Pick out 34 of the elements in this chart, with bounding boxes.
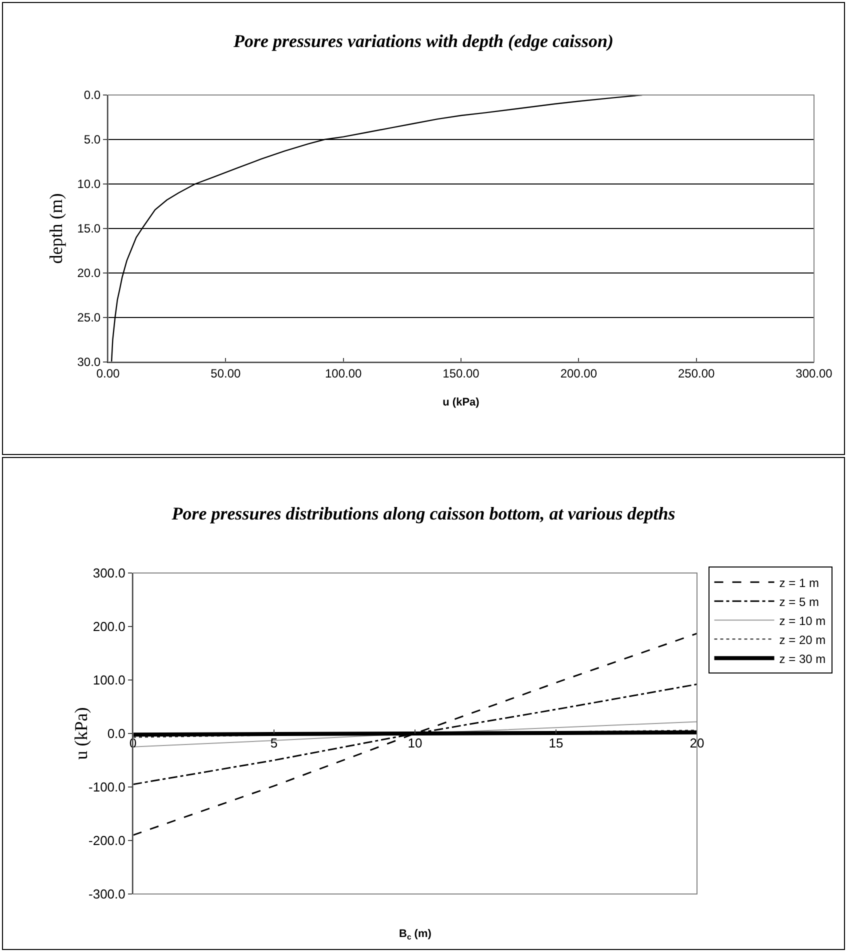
- x-tick-label: 20: [690, 736, 704, 750]
- y-tick-label: 0.0: [84, 88, 101, 102]
- x-tick-label: 15: [548, 736, 564, 750]
- y-tick-label: 15.0: [77, 222, 101, 236]
- y-tick-label: -300.0: [88, 886, 126, 902]
- x-tick-label: 100.00: [324, 366, 362, 380]
- x-tick-label: 300.00: [796, 366, 833, 380]
- chart-title: Pore pressures variations with depth (edge caisson): [232, 31, 614, 52]
- y-tick-label: 200.0: [92, 619, 126, 634]
- legend-label: z = 20 m: [779, 632, 826, 647]
- x-axis-title: u (kPa): [442, 396, 480, 409]
- y-tick-label: 300.0: [92, 566, 126, 581]
- y-tick-label: -200.0: [88, 833, 126, 848]
- x-tick-label: 50.00: [210, 366, 242, 380]
- y-tick-label: 0.0: [107, 726, 126, 742]
- x-tick-label: 5: [270, 736, 278, 750]
- x-tick-label: 250.00: [678, 366, 716, 380]
- x-tick-label: 200.00: [560, 366, 598, 380]
- y-axis-title: u (kPa): [71, 707, 91, 760]
- legend-label: z = 10 m: [779, 614, 826, 628]
- legend-label: z = 1 m: [779, 576, 819, 590]
- y-tick-label: 5.0: [84, 132, 101, 147]
- legend-label: z = 5 m: [779, 594, 819, 609]
- y-axis-title: depth (m): [46, 193, 66, 264]
- y-tick-label: -100.0: [88, 780, 126, 795]
- y-tick-label: 25.0: [77, 310, 101, 325]
- x-tick-label: 150.00: [442, 366, 480, 380]
- y-tick-label: 100.0: [92, 672, 126, 688]
- y-tick-label: 10.0: [77, 177, 101, 192]
- chart-title: Pore pressures distributions along caisson bottom, at various depths: [170, 504, 676, 524]
- x-tick-label: 10: [408, 736, 422, 750]
- x-axis-title: B$_{c}$ (m): [399, 928, 432, 942]
- y-tick-label: 20.0: [77, 266, 101, 280]
- legend-label: z = 30 m: [779, 652, 826, 666]
